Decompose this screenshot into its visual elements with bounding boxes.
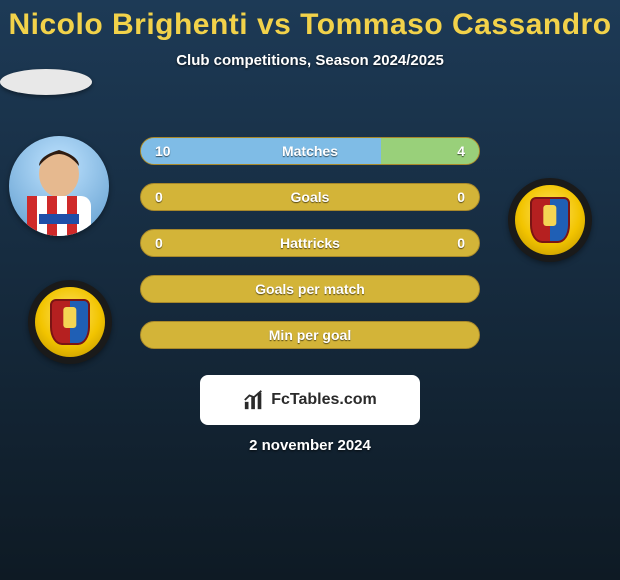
page-title: Nicolo Brighenti vs Tommaso Cassandro (0, 0, 620, 42)
stat-right-value: 0 (419, 235, 479, 251)
player1-club-crest (28, 280, 112, 364)
stat-label: Goals per match (201, 281, 419, 297)
brand-text: FcTables.com (271, 391, 377, 409)
stat-label: Goals (201, 189, 419, 205)
stat-label: Min per goal (201, 327, 419, 343)
player1-photo (9, 136, 109, 236)
stat-left-value: 0 (141, 235, 201, 251)
comparison-card: Nicolo Brighenti vs Tommaso Cassandro Cl… (0, 0, 620, 580)
stat-row: 0Hattricks0 (140, 229, 480, 257)
stat-row: Min per goal (140, 321, 480, 349)
stats-table: 10Matches40Goals00Hattricks0Goals per ma… (140, 137, 480, 349)
stat-label: Matches (201, 143, 419, 159)
stat-right-value: 4 (419, 143, 479, 159)
stat-right-value: 0 (419, 189, 479, 205)
player2-photo-placeholder (0, 69, 92, 95)
date-text: 2 november 2024 (0, 437, 620, 454)
stat-row: 10Matches4 (140, 137, 480, 165)
brand-badge: FcTables.com (200, 375, 420, 425)
stat-left-value: 10 (141, 143, 201, 159)
chart-icon (243, 389, 265, 411)
player2-club-crest (508, 178, 592, 262)
stat-row: 0Goals0 (140, 183, 480, 211)
stat-row: Goals per match (140, 275, 480, 303)
subtitle: Club competitions, Season 2024/2025 (0, 52, 620, 69)
stat-label: Hattricks (201, 235, 419, 251)
stat-left-value: 0 (141, 189, 201, 205)
